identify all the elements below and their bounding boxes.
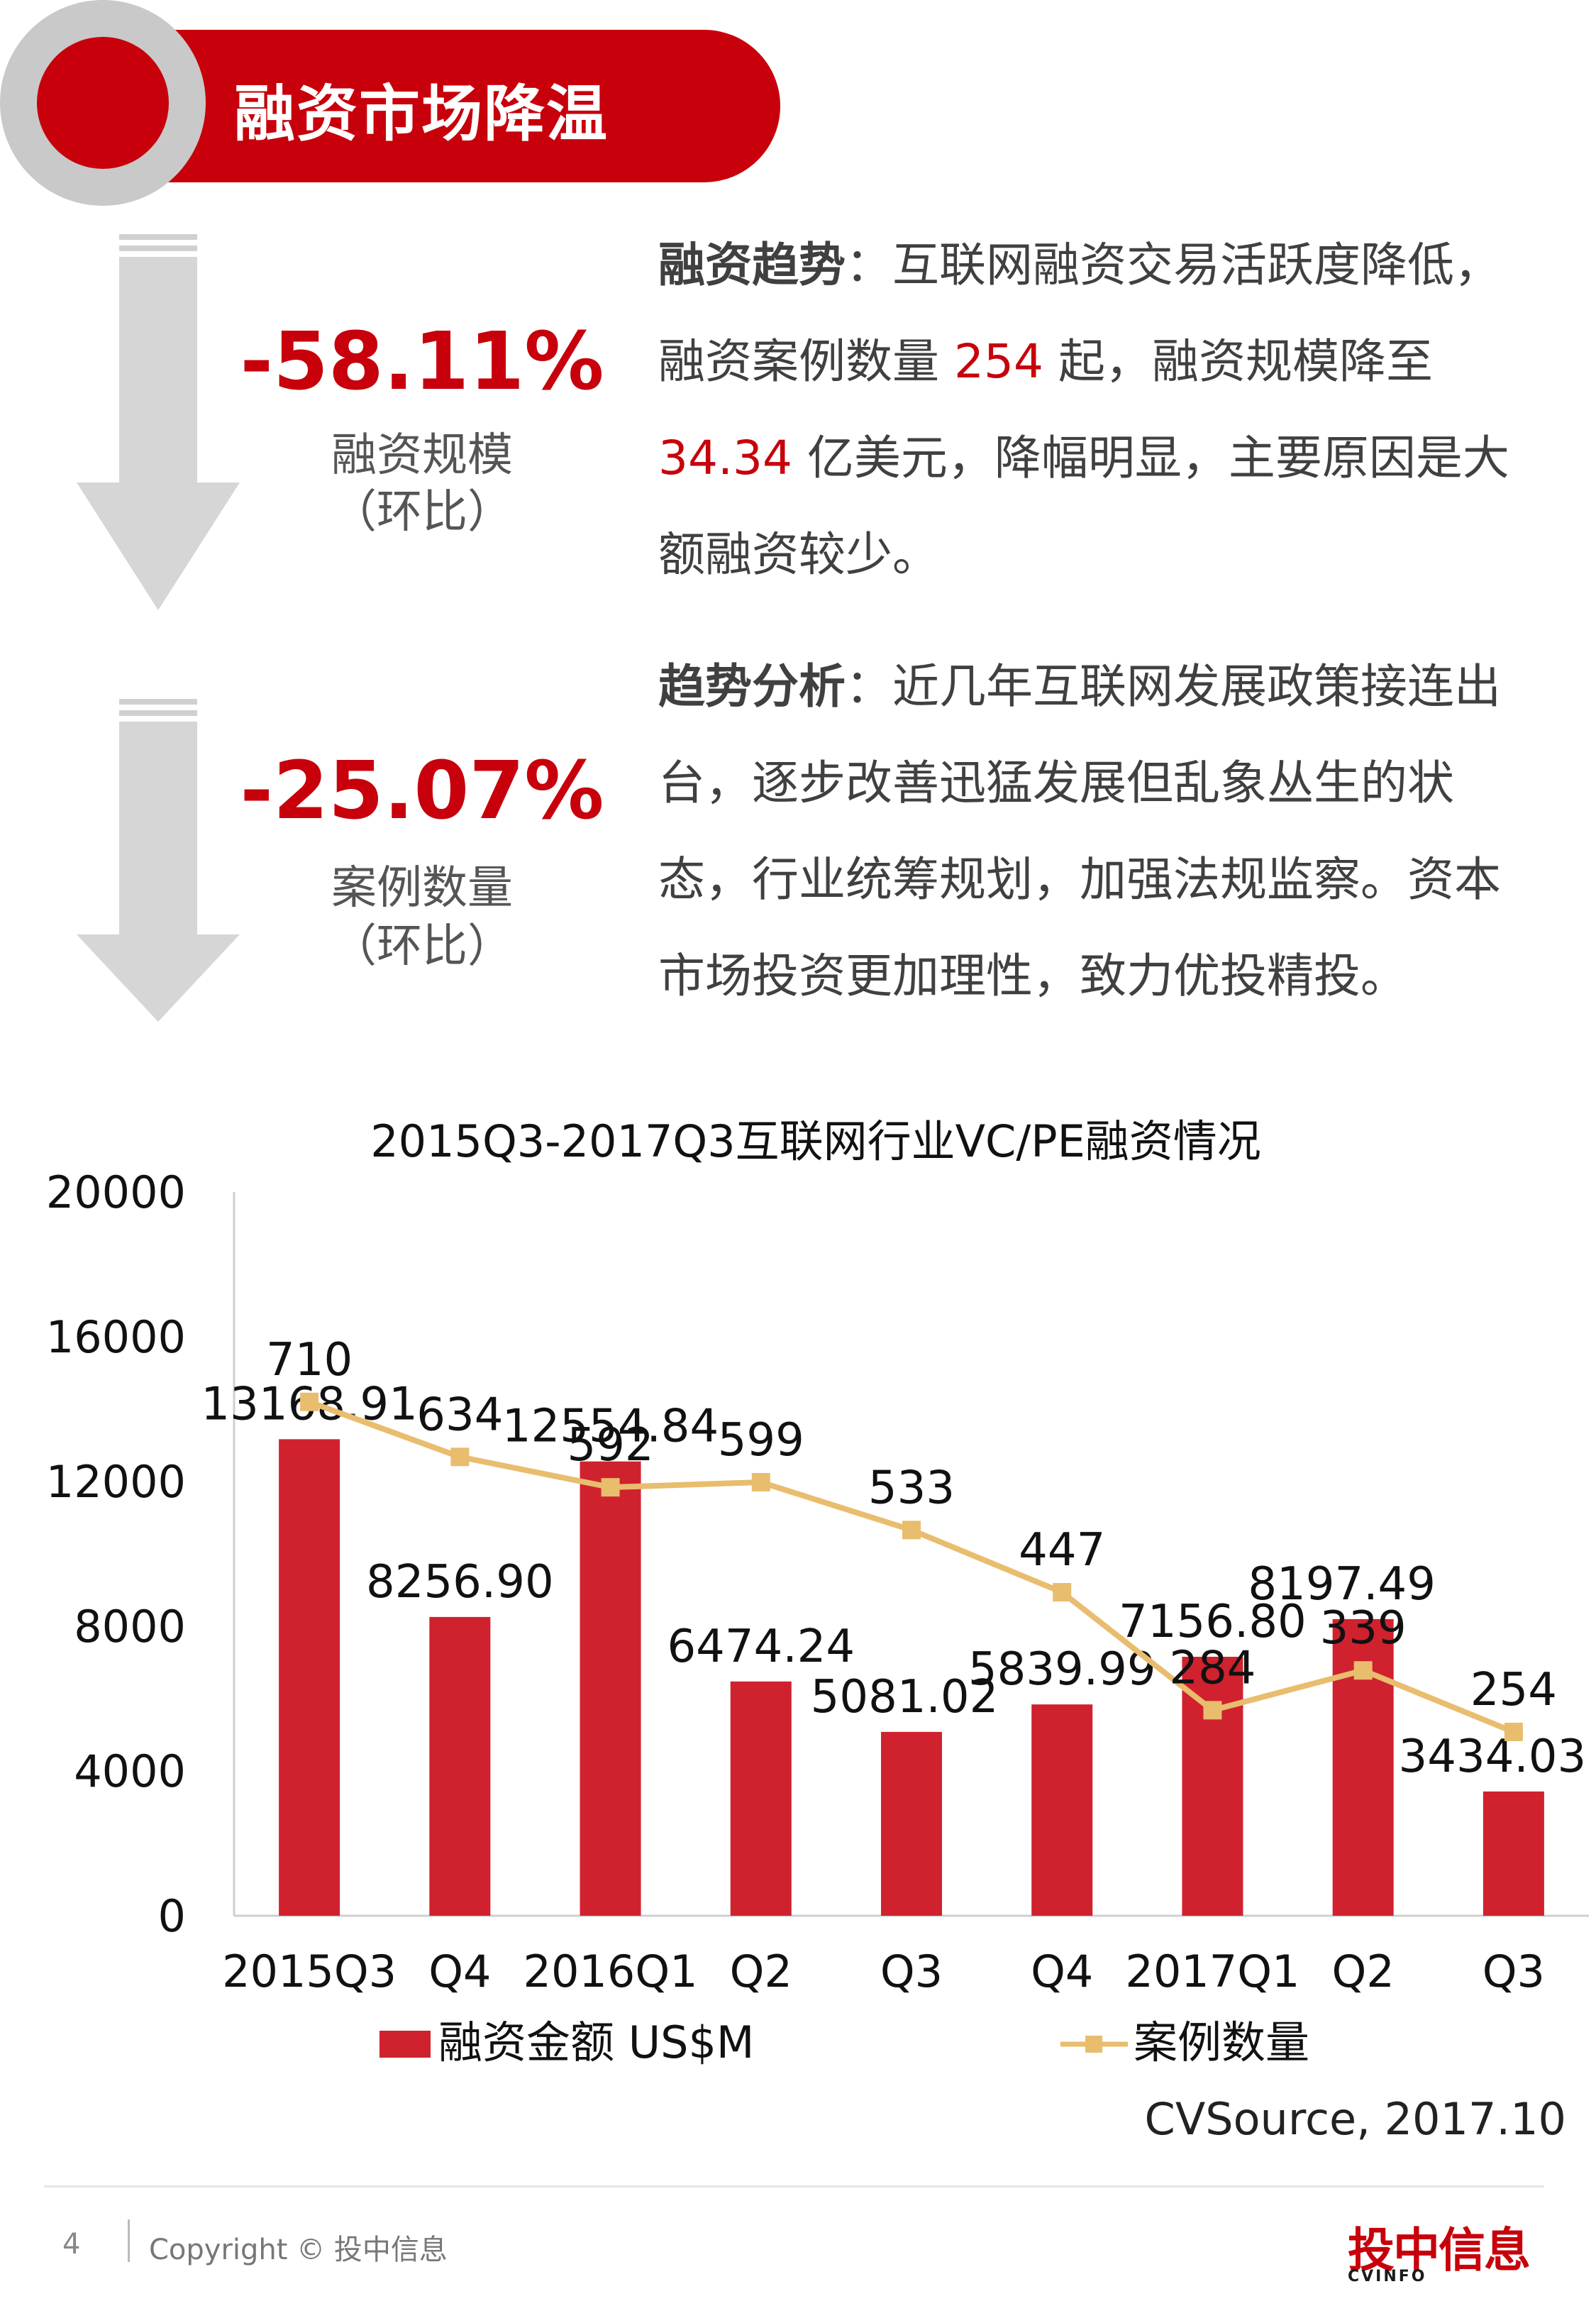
bar bbox=[580, 1461, 641, 1916]
y-tick-label: 0 bbox=[158, 1890, 186, 1942]
x-tick-label: Q2 bbox=[1332, 1946, 1395, 1997]
legend-line-marker bbox=[1085, 2036, 1102, 2053]
page-number: 4 bbox=[62, 2228, 81, 2261]
company-logo: 投中信息 bbox=[1348, 2223, 1531, 2278]
analysis-heading: 趋势分析 bbox=[658, 659, 846, 714]
company-logo-sub: CVINFO bbox=[1348, 2268, 1427, 2285]
count-marker bbox=[1504, 1722, 1523, 1741]
x-tick-label: 2016Q1 bbox=[523, 1946, 698, 1997]
y-tick-label: 16000 bbox=[46, 1311, 186, 1363]
legend-bar-swatch bbox=[379, 2031, 431, 2058]
bar-data-label: 12554.84 bbox=[502, 1401, 719, 1453]
count-data-label: 339 bbox=[1320, 1602, 1407, 1655]
analysis-sep: ： bbox=[846, 659, 892, 714]
count-data-label: 634 bbox=[416, 1389, 503, 1441]
count-marker bbox=[601, 1478, 620, 1497]
y-tick-label: 4000 bbox=[74, 1745, 186, 1797]
page-title: 融资市场降温 bbox=[234, 79, 609, 150]
x-tick-label: Q3 bbox=[1483, 1946, 1545, 1997]
trend-amount: 34.34 bbox=[658, 431, 792, 485]
x-tick-label: 2015Q3 bbox=[222, 1946, 397, 1997]
down-arrow-icon bbox=[77, 234, 240, 610]
bar bbox=[1483, 1791, 1544, 1916]
count-marker bbox=[902, 1521, 921, 1540]
trend-paragraph: 融资趋势：互联网融资交易活跃度降低，融资案例数量 254 起，融资规模降至 34… bbox=[658, 217, 1531, 603]
stat-label-scale: 融资规模 bbox=[331, 429, 513, 482]
footer-divider bbox=[44, 2185, 1544, 2188]
bar-data-label: 8256.90 bbox=[366, 1556, 554, 1609]
source-note: CVSource, 2017.10 bbox=[1144, 2093, 1566, 2145]
bar-data-label: 5839.99 bbox=[968, 1643, 1156, 1696]
count-data-label: 599 bbox=[718, 1414, 804, 1467]
bar-data-label: 3434.03 bbox=[1399, 1731, 1587, 1783]
y-tick-label: 8000 bbox=[74, 1601, 186, 1653]
bar bbox=[881, 1731, 942, 1916]
x-tick-label: Q2 bbox=[730, 1946, 792, 1997]
stat-sub-count: （环比） bbox=[331, 920, 513, 973]
legend-line-label: 案例数量 bbox=[1134, 2017, 1309, 2068]
count-data-label: 447 bbox=[1019, 1524, 1105, 1577]
count-marker bbox=[751, 1473, 770, 1492]
bar bbox=[1031, 1704, 1093, 1916]
stat-label-count: 案例数量 bbox=[331, 862, 513, 915]
count-marker bbox=[1203, 1701, 1222, 1720]
trend-text-1: 互联网融资交易活跃度降低，融资案例数量 bbox=[658, 238, 1501, 389]
stat-value-count: -25.07% bbox=[240, 745, 604, 837]
bar bbox=[1182, 1657, 1243, 1916]
trend-text-2: 起，融资规模降至 bbox=[1043, 334, 1433, 389]
bar-data-label: 5081.02 bbox=[811, 1671, 999, 1723]
y-tick-label: 12000 bbox=[46, 1456, 186, 1508]
x-tick-label: Q4 bbox=[1031, 1946, 1093, 1997]
funding-chart: 2015Q3-2017Q3互联网行业VC/PE融资情况 0 4000 8000 120… bbox=[46, 1115, 1589, 2068]
bar bbox=[730, 1681, 792, 1916]
bar-data-label: 6474.24 bbox=[667, 1621, 855, 1673]
stat-value-scale: -58.11% bbox=[240, 316, 604, 408]
down-arrow-icon bbox=[77, 699, 240, 1022]
count-data-label: 254 bbox=[1470, 1664, 1557, 1716]
footer-separator bbox=[128, 2219, 130, 2262]
bar-data-label: 8197.49 bbox=[1248, 1558, 1436, 1611]
analysis-text: 近几年互联网发展政策接连出台，逐步改善迅猛发展但乱象丛生的状态，行业统筹规划，加… bbox=[658, 659, 1501, 1003]
count-marker bbox=[1053, 1583, 1072, 1602]
legend-bar-label: 融资金额 US$M bbox=[438, 2017, 754, 2068]
trend-count: 254 bbox=[953, 334, 1043, 389]
trend-heading: 融资趋势 bbox=[658, 238, 846, 292]
count-data-label: 592 bbox=[567, 1419, 653, 1472]
trend-sep: ： bbox=[846, 238, 892, 292]
x-tick-label: Q4 bbox=[428, 1946, 491, 1997]
copyright-text: Copyright © 投中信息 bbox=[149, 2234, 448, 2266]
bar bbox=[429, 1616, 491, 1916]
analysis-paragraph: 趋势分析：近几年互联网发展政策接连出台，逐步改善迅猛发展但乱象丛生的状态，行业统… bbox=[658, 639, 1531, 1025]
trend-text-3: 亿美元，降幅明显，主要原因是大额融资较少。 bbox=[658, 431, 1509, 582]
bar bbox=[279, 1439, 340, 1916]
y-tick-label: 20000 bbox=[46, 1166, 186, 1218]
count-data-label: 284 bbox=[1169, 1642, 1256, 1694]
x-tick-label: 2017Q1 bbox=[1125, 1946, 1299, 1997]
count-data-label: 710 bbox=[266, 1334, 353, 1386]
chart-title: 2015Q3-2017Q3互联网行业VC/PE融资情况 bbox=[370, 1115, 1261, 1167]
count-data-label: 533 bbox=[868, 1462, 955, 1514]
stat-sub-scale: （环比） bbox=[331, 486, 513, 539]
x-tick-label: Q3 bbox=[880, 1946, 943, 1997]
header-banner bbox=[99, 30, 780, 182]
count-marker bbox=[300, 1392, 319, 1411]
count-marker bbox=[1353, 1661, 1373, 1680]
header-dot-icon bbox=[37, 37, 169, 169]
count-marker bbox=[450, 1447, 470, 1467]
bar-data-label: 7156.80 bbox=[1119, 1596, 1307, 1648]
